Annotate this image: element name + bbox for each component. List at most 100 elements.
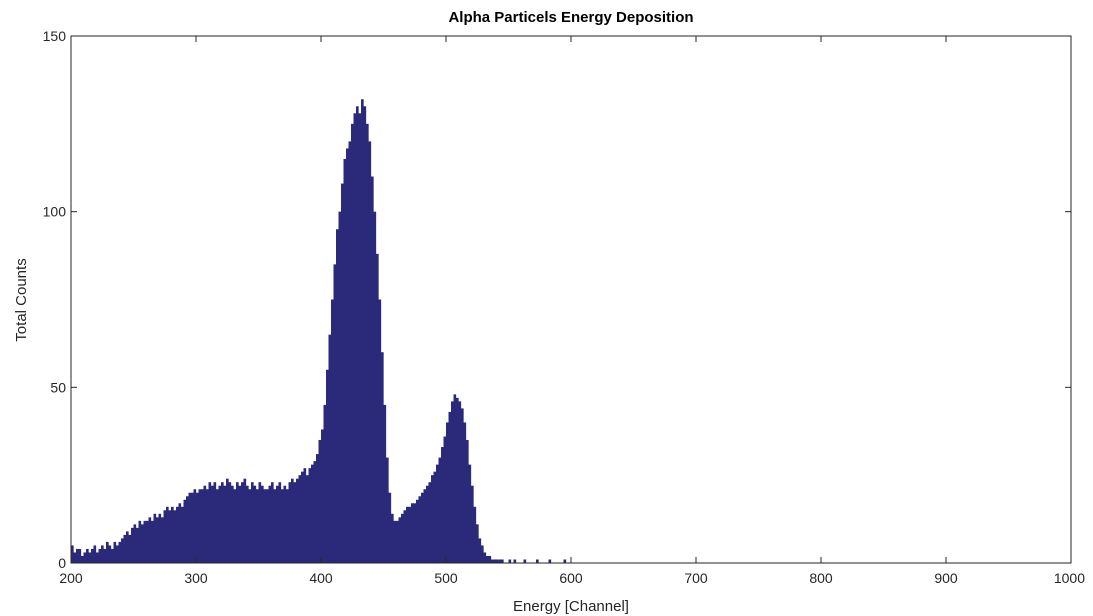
histogram-bar	[501, 559, 504, 563]
histogram-bar	[371, 176, 374, 563]
histogram-bar	[383, 404, 387, 563]
histogram-bar	[118, 541, 122, 563]
histogram-bar	[411, 503, 414, 563]
histogram-bar	[361, 99, 364, 564]
histogram-bar	[336, 229, 339, 564]
histogram-bar	[421, 492, 424, 563]
histogram-bar	[176, 506, 179, 563]
histogram-bar	[311, 464, 314, 563]
histogram-bar	[271, 482, 274, 563]
histogram-bar	[113, 541, 117, 563]
histogram-bar	[186, 496, 189, 563]
histogram-bar	[223, 485, 227, 563]
x-tick-label: 1000	[1054, 570, 1085, 586]
histogram-bar	[493, 559, 497, 563]
histogram-bar	[381, 352, 384, 563]
histogram-bar	[296, 478, 299, 563]
histogram-bar	[536, 559, 539, 563]
histogram-bar	[308, 468, 312, 563]
histogram-bar	[88, 552, 92, 563]
histogram-bar	[326, 369, 329, 563]
histogram-bar	[418, 496, 422, 563]
histogram-bar	[173, 510, 177, 563]
histogram-bar	[168, 510, 172, 563]
histogram-bar	[111, 548, 114, 563]
histogram-bar	[116, 545, 119, 563]
histogram-bar	[433, 471, 437, 563]
histogram-bar	[181, 506, 184, 563]
histogram-bar	[231, 485, 234, 563]
histogram-bar	[266, 489, 269, 563]
histogram-bar	[193, 489, 197, 563]
histogram-bar	[358, 113, 362, 563]
histogram-bar	[286, 489, 289, 563]
histogram-bar	[246, 485, 249, 563]
histogram-bar	[71, 545, 74, 563]
histogram-bar	[303, 468, 307, 563]
histogram-bar	[288, 482, 292, 563]
histogram-bar	[86, 548, 89, 563]
histogram-bar	[323, 404, 327, 563]
histogram-bar	[91, 548, 94, 563]
histogram-bar	[208, 482, 212, 563]
histogram-bar	[106, 541, 109, 563]
histogram-bar	[513, 559, 517, 563]
histogram-bar	[153, 513, 157, 563]
histogram-bar	[318, 440, 322, 563]
histogram-bar	[156, 517, 159, 563]
histogram-bar	[461, 408, 464, 563]
histogram-bar	[378, 299, 382, 563]
histogram-bar	[443, 436, 447, 563]
histogram-bar	[441, 447, 444, 563]
histogram-bar	[408, 506, 412, 563]
histogram-bar	[416, 499, 419, 563]
histogram-bar	[81, 555, 84, 563]
histogram-bar	[261, 485, 264, 563]
y-axis-label: Total Counts	[13, 258, 30, 341]
histogram-bar	[243, 478, 247, 563]
histogram-bar	[348, 141, 352, 563]
histogram-bar	[476, 524, 479, 563]
histogram-bar	[276, 485, 279, 563]
histogram-bar	[293, 482, 297, 563]
histogram-bar	[178, 503, 182, 563]
chart-title: Alpha Particels Energy Deposition	[448, 9, 693, 26]
histogram-bar	[221, 482, 224, 563]
histogram-bar	[463, 422, 467, 563]
histogram-bar	[133, 524, 137, 563]
x-tick-label: 600	[559, 570, 583, 586]
histogram-bar	[313, 461, 317, 563]
y-tick-label: 0	[58, 555, 66, 571]
histogram-bar	[306, 475, 309, 563]
histogram-bar	[233, 489, 237, 563]
histogram-bar	[451, 401, 454, 563]
histogram-bar	[496, 559, 499, 563]
histogram-bar	[128, 534, 132, 563]
histogram-bar	[428, 482, 432, 563]
histogram-bar	[353, 113, 357, 563]
histogram-bar	[298, 475, 302, 563]
histogram-bar	[373, 211, 377, 564]
histogram-bar	[78, 548, 82, 563]
histogram-bar	[426, 485, 429, 563]
histogram-bar	[423, 489, 427, 563]
histogram-bar	[238, 485, 242, 563]
histogram-bar	[211, 485, 214, 563]
histogram-bar	[346, 148, 349, 563]
histogram-bar	[448, 411, 452, 563]
histogram-bar	[93, 545, 97, 563]
histogram-bar	[251, 482, 254, 563]
y-tick-label: 150	[43, 28, 67, 44]
histogram-bar	[481, 545, 484, 563]
histogram-bar	[488, 555, 492, 563]
histogram-bar	[386, 457, 389, 563]
histogram-bar	[196, 492, 199, 563]
x-tick-label: 700	[684, 570, 708, 586]
histogram-bar	[508, 559, 512, 563]
histogram-bar	[263, 489, 267, 563]
histogram-bar	[198, 489, 202, 563]
histogram-bar	[396, 520, 399, 563]
histogram-bar	[498, 559, 502, 563]
histogram-bar	[283, 485, 287, 563]
histogram-bar	[148, 517, 152, 563]
